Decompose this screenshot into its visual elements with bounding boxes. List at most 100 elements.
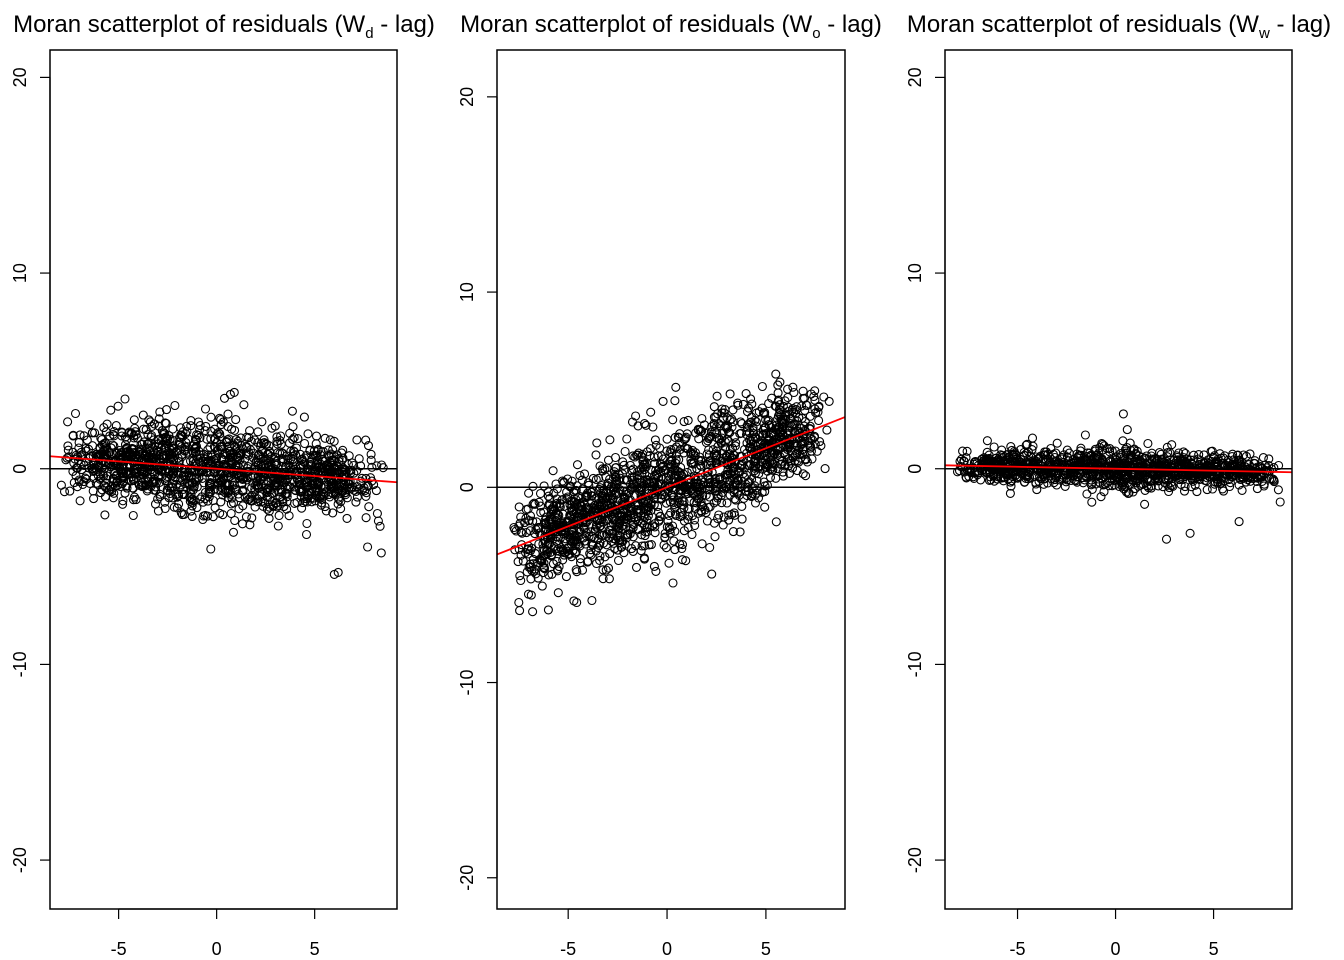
data-point	[594, 540, 604, 550]
data-point	[340, 488, 350, 498]
data-point	[203, 496, 213, 506]
data-point	[321, 506, 331, 516]
data-point	[223, 409, 233, 419]
data-point	[1132, 446, 1142, 456]
data-point	[363, 441, 374, 451]
data-point	[591, 558, 602, 569]
data-point	[658, 474, 668, 484]
data-point	[665, 525, 675, 535]
data-point	[645, 450, 655, 461]
data-point	[164, 431, 174, 441]
data-point	[352, 435, 362, 445]
data-point	[143, 429, 153, 440]
data-point	[337, 472, 347, 482]
data-point	[187, 501, 197, 511]
data-point	[670, 545, 680, 555]
data-point	[206, 412, 216, 422]
data-point	[530, 548, 540, 558]
data-point	[801, 400, 811, 410]
data-point	[714, 510, 724, 520]
data-point	[636, 546, 646, 556]
data-point	[77, 465, 87, 475]
data-point	[627, 544, 637, 554]
data-point	[205, 478, 215, 488]
data-point	[741, 389, 751, 399]
data-point	[514, 597, 524, 608]
data-point	[748, 439, 758, 449]
data-point	[650, 459, 660, 469]
data-point	[515, 606, 525, 616]
data-point	[1052, 438, 1062, 448]
data-point	[653, 507, 664, 517]
data-point	[607, 528, 617, 538]
data-point	[567, 505, 577, 515]
data-point	[188, 478, 198, 488]
data-point	[562, 487, 572, 497]
data-point	[1119, 484, 1129, 494]
data-point	[737, 514, 747, 524]
data-point	[1199, 458, 1209, 468]
data-point	[182, 447, 192, 457]
data-point	[143, 439, 153, 449]
data-point	[168, 493, 178, 503]
data-point	[100, 510, 110, 520]
data-point	[1131, 449, 1141, 459]
data-point	[155, 407, 165, 417]
data-point	[272, 498, 282, 508]
data-point	[958, 446, 968, 456]
data-point	[648, 422, 658, 432]
data-point	[367, 462, 377, 472]
data-point	[802, 457, 812, 467]
data-point	[314, 492, 324, 502]
data-point	[671, 382, 681, 392]
panel-2-plot-area: -5 0 5 -20 -10 0 10 20	[457, 49, 846, 959]
data-point	[773, 422, 784, 432]
data-point	[597, 501, 607, 511]
data-point	[543, 491, 553, 501]
data-point	[231, 415, 241, 425]
data-point	[962, 446, 972, 456]
data-point	[714, 434, 724, 444]
data-point	[617, 469, 628, 479]
data-point	[68, 431, 78, 441]
data-point	[775, 377, 785, 387]
data-point	[742, 422, 752, 432]
data-point	[569, 535, 579, 545]
data-point	[1092, 460, 1102, 471]
data-point	[134, 480, 144, 490]
data-point	[659, 540, 669, 550]
data-point	[634, 524, 644, 535]
data-point	[671, 510, 681, 521]
data-point	[237, 519, 248, 529]
data-point	[1078, 462, 1089, 472]
data-point	[520, 518, 530, 528]
data-point	[786, 458, 796, 468]
data-point	[667, 456, 677, 466]
data-point	[175, 482, 185, 492]
data-point	[551, 546, 561, 556]
data-point	[202, 511, 213, 521]
data-point	[154, 435, 164, 445]
data-point	[670, 509, 680, 519]
data-point	[164, 466, 174, 477]
data-point	[231, 435, 241, 445]
data-point	[721, 443, 731, 453]
data-point	[776, 428, 786, 438]
data-point	[801, 471, 811, 481]
data-point	[736, 428, 746, 438]
data-point	[613, 555, 624, 566]
data-point	[96, 433, 106, 443]
data-point	[548, 559, 558, 569]
data-point	[129, 415, 139, 425]
data-point	[210, 503, 220, 513]
data-point	[253, 450, 263, 460]
data-point	[1081, 472, 1091, 482]
data-point	[293, 434, 303, 444]
data-point	[155, 491, 165, 501]
data-point	[198, 514, 208, 525]
data-point	[674, 433, 684, 443]
data-point	[1099, 441, 1109, 451]
data-point	[697, 539, 707, 549]
data-point	[764, 415, 774, 425]
data-point	[695, 460, 705, 470]
